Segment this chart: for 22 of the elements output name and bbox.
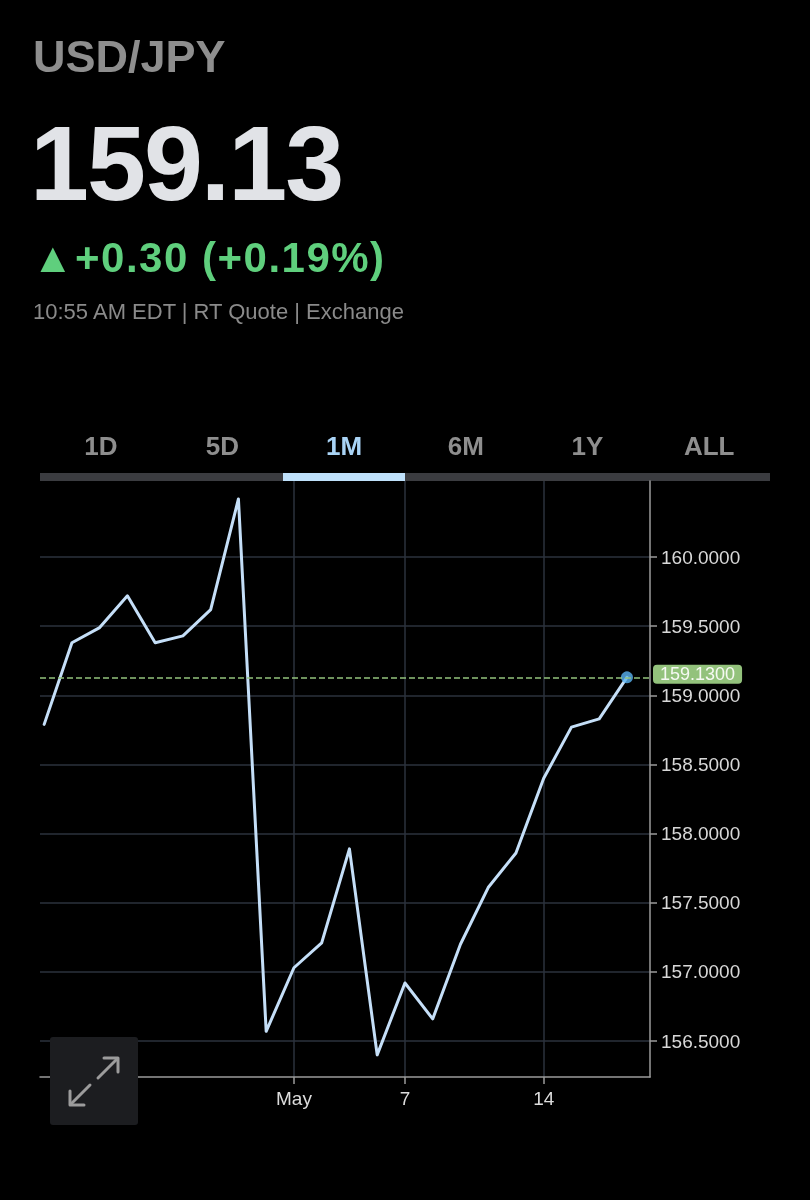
y-tick-label: 159.0000 [661, 684, 741, 706]
x-tick-label: 14 [533, 1088, 555, 1109]
chart-title: USD/JPY [33, 31, 226, 82]
y-tick-label: 156.5000 [661, 1030, 741, 1052]
y-tick-label: 158.5000 [661, 753, 741, 775]
text: ALL [682, 431, 736, 461]
text: 5D [204, 431, 241, 461]
x-tick-label: 7 [399, 1088, 411, 1109]
y-tick-label: 160.0000 [661, 546, 741, 568]
text: ▲+0.30 (+0.19%) [32, 234, 386, 281]
text: 1Y [570, 431, 605, 461]
text: 1M [325, 431, 364, 461]
chart-subtitle: 159.13 [30, 104, 343, 222]
y-tick-label: 159.5000 [661, 615, 741, 637]
y-tick-label: 158.0000 [661, 823, 741, 845]
text: 10:55 AM EDT | RT Quote | Exchange [33, 299, 404, 324]
y-tick-label: 157.0000 [661, 961, 741, 983]
text: 1D [83, 431, 119, 461]
x-tick-label: May [275, 1088, 313, 1109]
text: 6M [446, 431, 485, 461]
ref-line-label: 159.1300 [660, 664, 736, 685]
y-tick-label: 157.5000 [661, 892, 741, 914]
